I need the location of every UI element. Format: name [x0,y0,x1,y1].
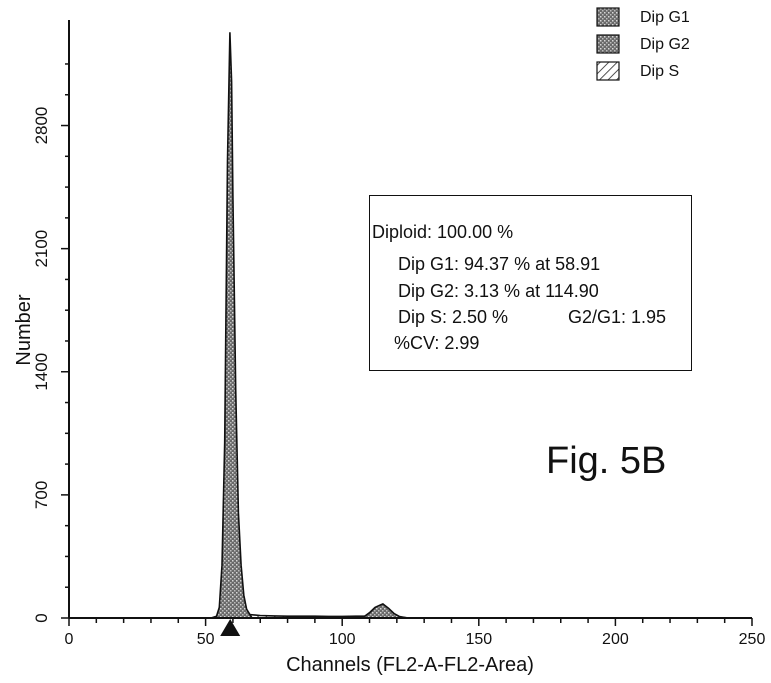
legend-swatch-dip-g2 [596,34,620,54]
y-tick-label: 0 [32,613,51,622]
peak-marker-triangle [220,619,241,636]
stats-dip-g2: Dip G2: 3.13 % at 114.90 [398,281,599,301]
stats-dip-s: Dip S: 2.50 % [398,307,509,327]
legend-swatch-dip-g1 [596,7,620,27]
legend-label-dip-g2: Dip G2 [640,36,690,53]
legend-label-dip-g1: Dip G1 [640,9,690,26]
legend: Dip G1 Dip G2 Dip S [596,7,690,81]
x-axis-label: Channels (FL2-A-FL2-Area) [286,654,534,676]
stats-cv: %CV: 2.99 [394,333,480,353]
x-ticks: 0 50 100 150 200 250 [65,618,766,648]
y-axis-label: Number [13,294,35,365]
stats-diploid: Diploid: 100.00 % [372,222,514,242]
y-tick-label: 2100 [32,230,51,268]
y-ticks: 0 700 1400 2100 2800 [32,63,69,623]
x-tick-label: 250 [739,631,766,648]
x-tick-label: 100 [329,631,356,648]
series-dip-g1-area [210,32,254,619]
x-tick-label: 150 [465,631,492,648]
plot-area: 0 700 1400 2100 2800 0 50 100 150 200 250 [32,20,765,648]
series-dip-g2-area [358,602,408,619]
x-tick-label: 0 [65,631,74,648]
legend-swatch-dip-s [596,61,620,81]
x-tick-label: 200 [602,631,629,648]
y-tick-label: 2800 [32,107,51,145]
series-layer [210,32,411,619]
y-tick-label: 1400 [32,353,51,391]
stats-g2-g1-ratio: G2/G1: 1.95 [568,307,667,327]
statistics-box: Diploid: 100.00 % Dip G1: 94.37 % at 58.… [369,195,692,371]
x-tick-label: 50 [197,631,215,648]
figure-label: Fig. 5B [546,440,667,482]
y-tick-label: 700 [32,481,51,509]
stats-dip-g1: Dip G1: 94.37 % at 58.91 [398,254,601,274]
legend-label-dip-s: Dip S [640,63,679,80]
